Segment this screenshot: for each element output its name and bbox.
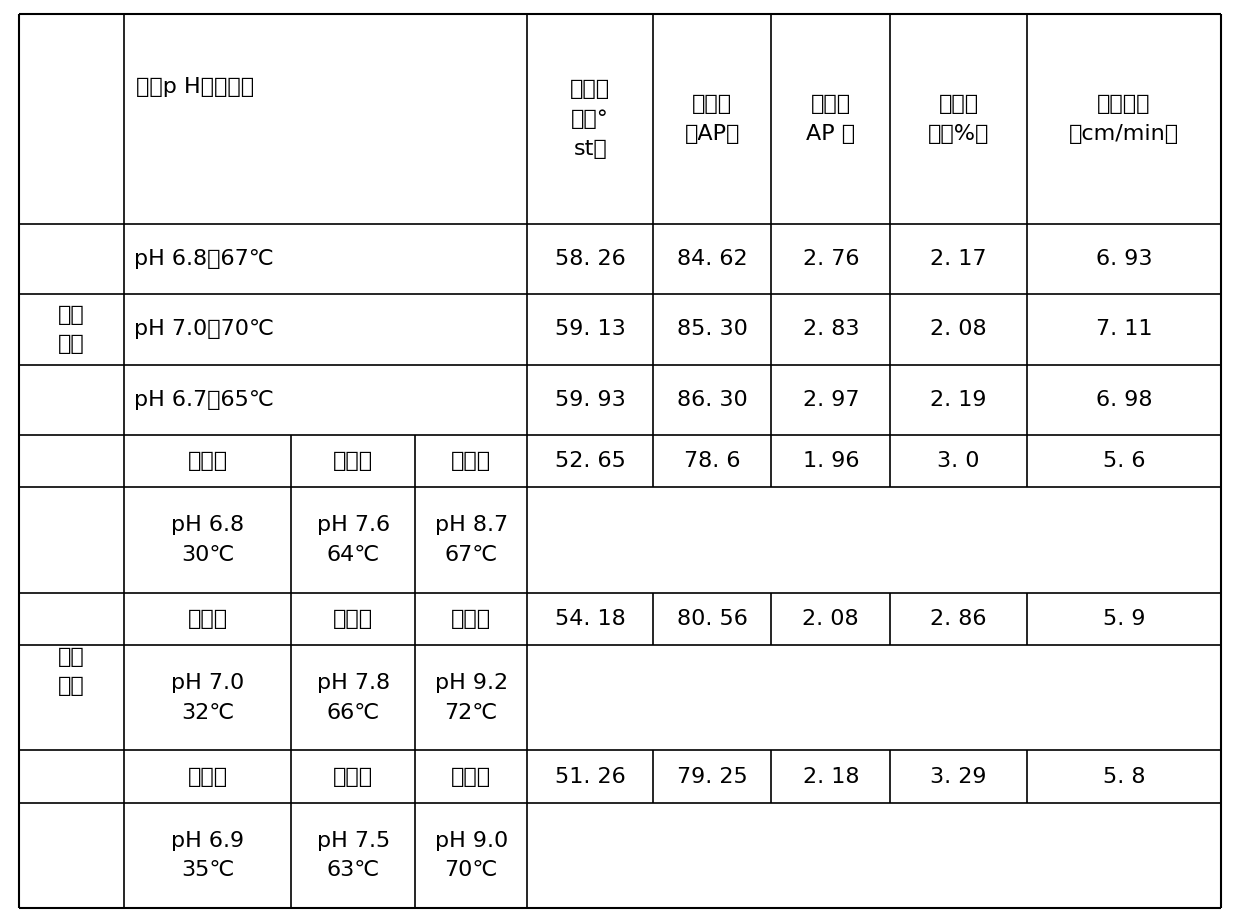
Text: 6. 93: 6. 93 <box>1096 249 1152 269</box>
Text: 预灰p H值、温度: 预灰p H值、温度 <box>136 77 254 97</box>
Text: 预灰二: 预灰二 <box>334 609 373 629</box>
Text: 预灰三: 预灰三 <box>451 451 491 471</box>
Text: 52. 65: 52. 65 <box>554 451 626 471</box>
Text: 59. 13: 59. 13 <box>554 320 626 339</box>
Text: pH 9.0
70℃: pH 9.0 70℃ <box>434 831 508 881</box>
Text: 清混汁
AP 差: 清混汁 AP 差 <box>806 94 856 144</box>
Text: pH 7.0；70℃: pH 7.0；70℃ <box>134 320 274 339</box>
Text: 78. 6: 78. 6 <box>684 451 740 471</box>
Text: 2. 83: 2. 83 <box>802 320 859 339</box>
Text: 预灰二: 预灰二 <box>334 451 373 471</box>
Text: 59. 93: 59. 93 <box>554 390 626 409</box>
Text: 简纯度
（AP）: 简纯度 （AP） <box>684 94 740 144</box>
Text: 85. 30: 85. 30 <box>677 320 748 339</box>
Text: 3. 0: 3. 0 <box>937 451 980 471</box>
Text: pH 7.8
66℃: pH 7.8 66℃ <box>317 673 389 723</box>
Text: 2. 18: 2. 18 <box>802 767 859 786</box>
Text: 6. 98: 6. 98 <box>1096 390 1152 409</box>
Text: 2. 08: 2. 08 <box>930 320 987 339</box>
Text: 预灰一: 预灰一 <box>187 767 228 786</box>
Text: 5. 6: 5. 6 <box>1102 451 1146 471</box>
Text: 84. 62: 84. 62 <box>677 249 748 269</box>
Text: pH 8.7
67℃: pH 8.7 67℃ <box>435 515 507 564</box>
Text: 2. 86: 2. 86 <box>930 609 987 629</box>
Text: pH 6.9
35℃: pH 6.9 35℃ <box>171 831 244 881</box>
Text: pH 7.6
64℃: pH 7.6 64℃ <box>317 515 389 564</box>
Text: pH 6.7；65℃: pH 6.7；65℃ <box>134 390 274 409</box>
Text: 预灰一: 预灰一 <box>187 609 228 629</box>
Text: pH 7.5
63℃: pH 7.5 63℃ <box>316 831 391 881</box>
Text: 预灰一: 预灰一 <box>187 451 228 471</box>
Text: 1. 96: 1. 96 <box>802 451 859 471</box>
Text: 2. 08: 2. 08 <box>802 609 859 629</box>
Text: 5. 9: 5. 9 <box>1102 609 1146 629</box>
Text: 79. 25: 79. 25 <box>677 767 748 786</box>
Text: pH 6.8
30℃: pH 6.8 30℃ <box>171 515 244 564</box>
Text: 传统
预灰: 传统 预灰 <box>58 304 84 354</box>
Text: 清汁色
值（°
st）: 清汁色 值（° st） <box>570 79 610 159</box>
Text: 80. 56: 80. 56 <box>677 609 748 629</box>
Text: 2. 19: 2. 19 <box>930 390 987 409</box>
Text: 预灰二: 预灰二 <box>334 767 373 786</box>
Text: 54. 18: 54. 18 <box>554 609 626 629</box>
Text: 7. 11: 7. 11 <box>1096 320 1152 339</box>
Text: pH 6.8；67℃: pH 6.8；67℃ <box>134 249 274 269</box>
Text: 2. 76: 2. 76 <box>802 249 859 269</box>
Text: 沉降速度
（cm/min）: 沉降速度 （cm/min） <box>1069 94 1179 144</box>
Text: 58. 26: 58. 26 <box>554 249 626 269</box>
Text: 分段
预灰: 分段 预灰 <box>58 646 84 696</box>
Text: 5. 8: 5. 8 <box>1102 767 1146 786</box>
Text: 3. 29: 3. 29 <box>930 767 987 786</box>
Text: 2. 17: 2. 17 <box>930 249 987 269</box>
Text: 预灰三: 预灰三 <box>451 767 491 786</box>
Text: 清净效
率（%）: 清净效 率（%） <box>928 94 990 144</box>
Text: 预灰三: 预灰三 <box>451 609 491 629</box>
Text: pH 7.0
32℃: pH 7.0 32℃ <box>171 673 244 723</box>
Text: 51. 26: 51. 26 <box>554 767 626 786</box>
Text: pH 9.2
72℃: pH 9.2 72℃ <box>435 673 507 723</box>
Text: 2. 97: 2. 97 <box>802 390 859 409</box>
Text: 86. 30: 86. 30 <box>677 390 748 409</box>
